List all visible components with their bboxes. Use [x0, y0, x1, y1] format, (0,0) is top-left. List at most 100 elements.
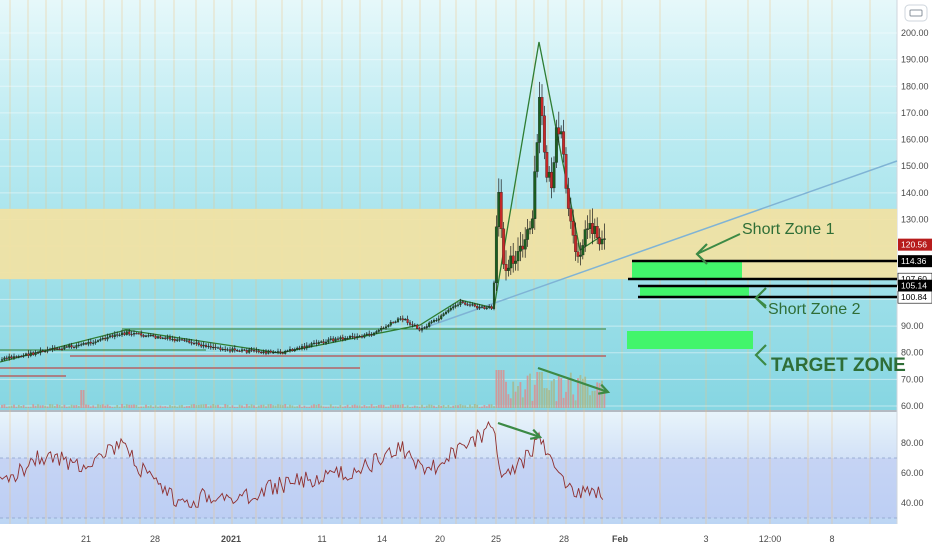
volume-bar	[385, 406, 387, 408]
volume-bar	[269, 404, 272, 408]
volume-bar	[77, 405, 80, 408]
candle-body	[418, 328, 421, 331]
candle-body	[22, 355, 25, 357]
volume-bar	[603, 392, 606, 408]
candle-body	[526, 229, 530, 240]
volume-bar	[329, 404, 332, 408]
volume-bar	[557, 374, 560, 408]
candle-body	[192, 342, 196, 345]
volume-bar	[183, 406, 186, 408]
volume-bar	[399, 404, 402, 408]
candle-body	[506, 267, 510, 271]
volume-bar	[574, 400, 577, 408]
candle-body	[0, 359, 4, 361]
candle-body	[516, 251, 520, 262]
candle-body	[600, 238, 604, 245]
candle-body	[317, 342, 320, 344]
candle-body	[461, 301, 464, 303]
volume-bar	[548, 390, 551, 408]
volume-bar	[538, 372, 541, 408]
candle-body	[116, 334, 119, 336]
time-tick-label: 21	[81, 534, 91, 544]
volume-bar	[317, 404, 320, 408]
candle-body	[84, 343, 88, 345]
volume-bar	[555, 401, 558, 408]
volume-bar	[49, 404, 51, 408]
volume-bar	[325, 406, 327, 408]
volume-bar	[454, 405, 457, 408]
volume-bar	[149, 405, 152, 408]
candle-body	[252, 350, 256, 352]
candle-body	[468, 304, 472, 306]
volume-divergence-arrow	[537, 366, 609, 394]
candle-body	[154, 335, 157, 339]
time-tick-label: 25	[491, 534, 501, 544]
candle-body	[128, 331, 131, 335]
volume-bar	[560, 378, 563, 408]
volume-bar	[401, 404, 404, 408]
volume-bar	[101, 404, 104, 408]
volume-bar	[488, 404, 491, 408]
candle-body	[574, 235, 578, 252]
candle-body	[478, 306, 481, 309]
volume-bar	[255, 406, 258, 408]
volume-bar	[301, 406, 303, 408]
candle-body	[46, 349, 49, 352]
candle-body	[346, 338, 349, 340]
volume-bar	[341, 406, 344, 408]
rsi-tick-label: 40.00	[901, 498, 924, 508]
volume-bar	[173, 405, 176, 408]
volume-bar	[272, 405, 275, 408]
volume-bar	[584, 376, 587, 408]
candle-body	[291, 349, 294, 352]
volume-bar	[281, 405, 284, 408]
candle-body	[488, 306, 491, 308]
volume-bar	[37, 404, 39, 408]
volume-bar	[581, 378, 584, 408]
price-tick-label: 90.00	[901, 321, 924, 331]
volume-bar	[154, 405, 157, 408]
rsi-divergence-arrow-head	[529, 428, 543, 440]
volume-bar	[296, 406, 299, 408]
candle-body	[459, 301, 462, 306]
candle-body	[180, 339, 184, 341]
candle-body	[564, 154, 568, 189]
candle-body	[17, 356, 20, 358]
candle-body	[348, 336, 352, 339]
volume-bar	[543, 388, 546, 408]
candle-body	[476, 306, 479, 309]
candle-body	[236, 350, 239, 352]
volume-bar	[159, 405, 162, 408]
volume-bar	[137, 406, 140, 408]
candle-body	[255, 350, 258, 352]
candle-body	[401, 318, 404, 321]
volume-bar	[466, 406, 469, 408]
candle-body	[416, 324, 419, 329]
volume-bar	[553, 379, 555, 408]
volume-bar	[315, 404, 318, 408]
yellow-zone-band	[0, 208, 897, 280]
volume-bar	[135, 404, 138, 408]
volume-bar	[214, 405, 217, 408]
candle-body	[264, 351, 268, 354]
candle-body	[293, 349, 296, 352]
price-tick-label: 180.00	[901, 81, 929, 91]
candle-body	[310, 343, 313, 347]
volume-bar	[425, 405, 428, 408]
volume-bar	[221, 406, 224, 408]
candle-body	[274, 352, 277, 354]
volume-bar	[94, 406, 97, 408]
volume-bar	[356, 405, 359, 408]
volume-bar	[437, 405, 440, 408]
volume-bar	[469, 404, 471, 408]
volume-bar	[577, 378, 579, 408]
candle-body	[279, 351, 282, 353]
candle-body	[593, 226, 597, 234]
candle-body	[363, 334, 366, 338]
candle-body	[132, 333, 136, 335]
candle-body	[598, 237, 602, 245]
volume-bar	[413, 405, 416, 408]
volume-bar	[370, 404, 373, 408]
volume-bar	[497, 370, 500, 408]
volume-bar	[202, 404, 205, 408]
